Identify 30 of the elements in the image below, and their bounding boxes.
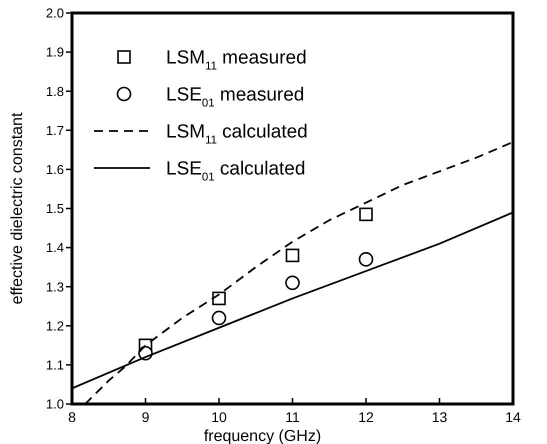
y-tick-label: 1.6 xyxy=(46,162,64,177)
point xyxy=(358,252,374,267)
x-tick-label: 9 xyxy=(142,409,150,425)
y-tick-label: 1.3 xyxy=(46,279,64,294)
y-axis-title: effective dielectric constant xyxy=(9,112,26,304)
y-tick-label: 1.9 xyxy=(46,44,64,60)
y-tick-label: 2.0 xyxy=(46,6,64,21)
y-tick-label: 1.7 xyxy=(46,122,64,138)
x-tick-label: 13 xyxy=(432,409,448,425)
y-tick-label: 1.2 xyxy=(46,318,64,334)
point xyxy=(285,275,300,290)
legend-label: LSM$_{11}$ calculated xyxy=(166,122,308,147)
legend-label: LSM$_{11}$ measured xyxy=(166,48,307,73)
x-tick-label: 8 xyxy=(68,409,76,425)
legend-label: LSE$_{01}$ calculated xyxy=(166,158,306,184)
point xyxy=(359,208,373,222)
x-tick-label: 11 xyxy=(285,409,300,425)
point xyxy=(212,292,226,306)
x-axis-title: frequency (GHz) xyxy=(204,428,322,444)
point xyxy=(286,248,300,262)
y-tick-label: 1.4 xyxy=(46,240,64,256)
x-tick-label: 14 xyxy=(505,409,521,425)
legend-label: LSE$_{01}$ measured xyxy=(166,84,304,110)
x-tick-label: 12 xyxy=(358,409,374,425)
y-tick-label: 1.5 xyxy=(46,201,64,216)
y-tick-label: 1.8 xyxy=(46,84,64,99)
y-tick-label: 1.0 xyxy=(46,396,64,412)
y-tick-label: 1.1 xyxy=(46,357,64,372)
x-tick-label: 10 xyxy=(211,409,227,425)
point xyxy=(212,310,226,326)
